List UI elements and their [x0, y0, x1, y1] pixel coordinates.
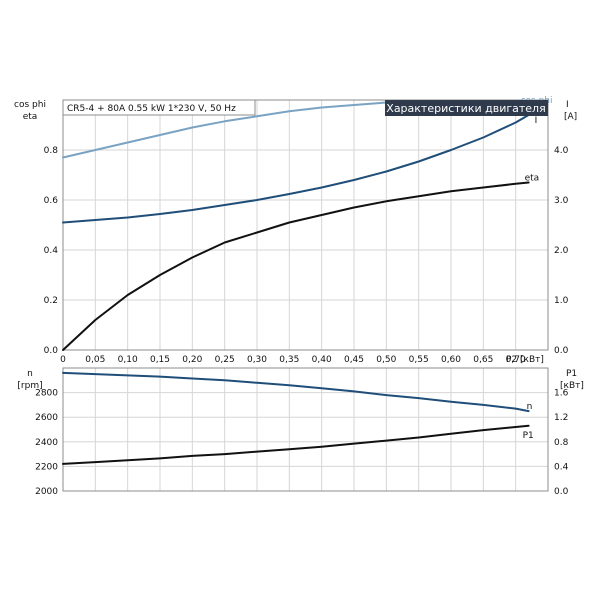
- series-label-i: I: [535, 116, 538, 126]
- bottom-chart-panel: nP1 200022002400260028000.00.40.81.21.6 …: [17, 367, 584, 497]
- top-gridlines: [62, 100, 549, 351]
- y-left-label-n: n: [27, 369, 33, 379]
- bottom-plot-frame: [62, 367, 549, 492]
- series-line-eta: [62, 181, 530, 351]
- x-tick-label: 0,55: [409, 355, 429, 365]
- x-tick-label: 0,65: [473, 355, 493, 365]
- y-left-tick-label: 0.0: [44, 346, 59, 356]
- y-right-tick-label: 0.4: [554, 462, 569, 472]
- y-left-label-cosphi: cos phi: [14, 100, 46, 110]
- top-series-group: cos phiIeta: [62, 96, 553, 351]
- top-chart-panel: cos phiIeta 0.00.20.40.60.80.01.02.03.04…: [14, 96, 577, 365]
- series-line-n: [62, 371, 530, 413]
- y-right-tick-label: 3.0: [554, 196, 569, 206]
- x-tick-label: 0,05: [85, 355, 105, 365]
- y-left-tick-label: 0.6: [44, 196, 59, 206]
- x-tick-label: 0,15: [150, 355, 170, 365]
- x-tick-label: 0,10: [118, 355, 138, 365]
- x-tick-label: 0,20: [182, 355, 202, 365]
- y-left-tick-label: 2600: [35, 413, 58, 423]
- y-right-tick-label: 1.0: [554, 296, 569, 306]
- y-left-tick-label: 2800: [35, 389, 58, 399]
- info-label: CR5-4 + 80A 0.55 kW 1*230 V, 50 Hz: [67, 104, 236, 114]
- chart-title: Характеристики двигателя: [386, 102, 545, 115]
- y-right-label-unit: [A]: [564, 112, 577, 122]
- y-right-tick-label: 2.0: [554, 246, 569, 256]
- x-tick-label: 0,70: [506, 355, 526, 365]
- y-right-tick-label: 0.0: [554, 487, 569, 497]
- y-right-label-kw: [кВт]: [560, 381, 584, 391]
- top-tick-labels: 0.0 0.2 0.4 0.6 0.8 0.0 1.0 2.0 3.0 4.0 0 0,05 0,10 0…: [44, 146, 569, 365]
- x-tick-label: 0: [60, 355, 66, 365]
- y-left-tick-label: 2000: [35, 487, 58, 497]
- x-tick-label: 0,40: [312, 355, 332, 365]
- series-line-p1: [62, 424, 530, 465]
- y-right-tick-label: 0.8: [554, 438, 569, 448]
- y-left-tick-label: 2200: [35, 462, 58, 472]
- y-left-tick-label: 0.4: [44, 246, 59, 256]
- y-right-tick-label: 0.0: [554, 346, 569, 356]
- y-left-tick-label: 0.2: [44, 296, 58, 306]
- x-tick-label: 0,35: [279, 355, 299, 365]
- y-right-tick-label: 4.0: [554, 146, 569, 156]
- title-box: [385, 100, 548, 116]
- info-box: [62, 99, 256, 116]
- y-left-tick-label: 2400: [35, 438, 58, 448]
- x-tick-label: 0,50: [376, 355, 396, 365]
- y-left-label-rpm: [rpm]: [17, 381, 42, 391]
- x-axis-label: P2 [кВт]: [506, 355, 544, 365]
- top-plot-frame: [62, 99, 549, 351]
- series-label-n: n: [527, 402, 533, 412]
- y-right-label-i: I: [566, 100, 569, 110]
- y-right-label-p1: P1: [566, 369, 577, 379]
- series-line-i: [62, 114, 530, 224]
- x-tick-label: 0,25: [215, 355, 235, 365]
- x-tick-label: 0,30: [247, 355, 267, 365]
- bottom-tick-labels: 2000 2200 2400 2600 2800 0.0 0.4 0.8 1.2 1.6: [35, 389, 568, 497]
- x-tick-label: 0,60: [441, 355, 461, 365]
- series-label-eta: eta: [525, 174, 540, 184]
- y-right-tick-label: 1.2: [554, 413, 568, 423]
- x-tick-label: 0,45: [344, 355, 364, 365]
- y-right-tick-label: 1.6: [554, 389, 569, 399]
- y-left-label-eta: eta: [23, 112, 38, 122]
- bottom-series-group: n P1: [62, 371, 534, 465]
- series-label-p1: P1: [523, 431, 534, 441]
- y-left-tick-label: 0.8: [44, 146, 59, 156]
